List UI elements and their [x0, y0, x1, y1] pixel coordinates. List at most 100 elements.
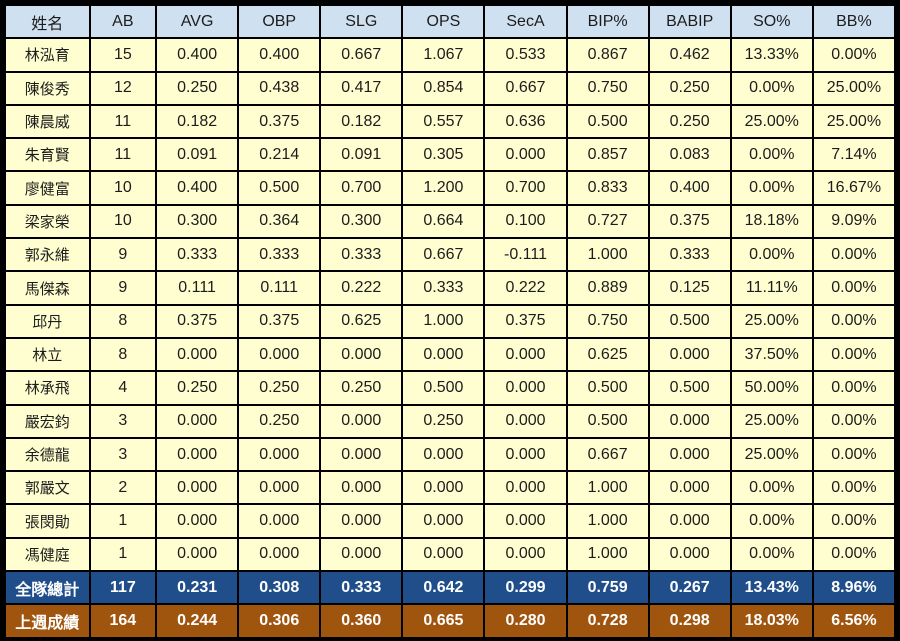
stat-cell: 1.200	[403, 172, 484, 204]
stat-cell: 0.214	[239, 139, 320, 171]
stat-cell: 0.333	[239, 239, 320, 271]
stat-cell: 0.000	[485, 139, 566, 171]
stat-cell: 0.00%	[813, 372, 894, 404]
stat-cell: 0.000	[649, 338, 730, 371]
column-header: OPS	[403, 6, 484, 38]
stat-cell: 0.000	[157, 472, 238, 504]
summary-stat-cell: 18.03%	[731, 605, 812, 637]
summary-label-cell: 上週成績	[6, 605, 89, 637]
stat-cell: 0.333	[403, 272, 484, 304]
stat-cell: 0.250	[157, 72, 238, 104]
stat-cell: 0.375	[649, 205, 730, 238]
stat-cell: 0.182	[157, 105, 238, 138]
player-name-cell: 馮健庭	[6, 538, 89, 571]
stat-cell: 1	[90, 505, 156, 537]
stat-cell: 0.000	[649, 505, 730, 537]
stat-cell: 1	[90, 538, 156, 571]
player-name-cell: 嚴宏鈞	[6, 405, 89, 437]
stat-cell: 3	[90, 438, 156, 471]
stat-cell: 0.125	[649, 272, 730, 304]
stat-cell: 0.000	[403, 338, 484, 371]
stat-cell: 1.000	[403, 305, 484, 337]
stat-cell: 0.305	[403, 139, 484, 171]
player-name-cell: 馬傑森	[6, 272, 89, 304]
summary-stat-cell: 0.759	[567, 572, 648, 604]
stat-cell: 0.300	[157, 205, 238, 238]
last-week-row: 上週成績 164 0.244 0.306 0.360 0.665 0.280 0.728 0.2…	[6, 605, 894, 637]
stat-cell: 0.000	[239, 538, 320, 571]
stat-cell: 9	[90, 239, 156, 271]
stat-cell: 0.00%	[813, 505, 894, 537]
stat-cell: 0.250	[239, 372, 320, 404]
stat-cell: 0.00%	[731, 505, 812, 537]
stat-cell: 0.000	[157, 505, 238, 537]
stat-cell: 0.000	[403, 505, 484, 537]
column-header: AVG	[157, 6, 238, 38]
stat-cell: 1.000	[567, 538, 648, 571]
stat-cell: 0.00%	[813, 438, 894, 471]
stat-cell: 0.667	[321, 39, 402, 71]
summary-stat-cell: 0.298	[649, 605, 730, 637]
stat-cell: 0.000	[157, 438, 238, 471]
column-header: SecA	[485, 6, 566, 38]
player-name-cell: 余德龍	[6, 438, 89, 471]
stat-cell: 0.667	[403, 239, 484, 271]
stat-cell: 8	[90, 305, 156, 337]
stat-cell: 0.000	[485, 372, 566, 404]
table-row: 郭永維 9 0.333 0.333 0.333 0.667 -0.111 1.000 0.333…	[6, 239, 894, 271]
stat-cell: 0.000	[403, 538, 484, 571]
stat-cell: 0.867	[567, 39, 648, 71]
player-name-cell: 廖健富	[6, 172, 89, 204]
stat-cell: 0.000	[321, 338, 402, 371]
stat-cell: 0.000	[649, 538, 730, 571]
stat-cell: 0.182	[321, 105, 402, 138]
stat-cell: 0.250	[321, 372, 402, 404]
stat-cell: 0.00%	[731, 139, 812, 171]
summary-stat-cell: 164	[90, 605, 156, 637]
stat-cell: 0.000	[239, 472, 320, 504]
table-row: 陳晨威 11 0.182 0.375 0.182 0.557 0.636 0.500 0.250…	[6, 105, 894, 138]
stat-cell: 0.000	[321, 505, 402, 537]
column-header: AB	[90, 6, 156, 38]
stat-cell: 0.00%	[813, 272, 894, 304]
player-name-cell: 朱育賢	[6, 139, 89, 171]
summary-stat-cell: 117	[90, 572, 156, 604]
table-row: 馬傑森 9 0.111 0.111 0.222 0.333 0.222 0.889 0.125 1…	[6, 272, 894, 304]
stat-cell: 0.00%	[813, 239, 894, 271]
stat-cell: 0.333	[157, 239, 238, 271]
stat-cell: 0.500	[239, 172, 320, 204]
summary-stat-cell: 8.96%	[813, 572, 894, 604]
stat-cell: 2	[90, 472, 156, 504]
stat-cell: 0.000	[649, 472, 730, 504]
stat-cell: 8	[90, 338, 156, 371]
stat-cell: 0.889	[567, 272, 648, 304]
stat-cell: 16.67%	[813, 172, 894, 204]
summary-stat-cell: 0.333	[321, 572, 402, 604]
stat-cell: 10	[90, 172, 156, 204]
stat-cell: 0.000	[649, 405, 730, 437]
table-row: 陳俊秀 12 0.250 0.438 0.417 0.854 0.667 0.750 0.250…	[6, 72, 894, 104]
stat-cell: 0.250	[157, 372, 238, 404]
column-header: BIP%	[567, 6, 648, 38]
stat-cell: 0.667	[567, 438, 648, 471]
stat-cell: 3	[90, 405, 156, 437]
summary-stat-cell: 0.299	[485, 572, 566, 604]
stat-cell: 0.222	[485, 272, 566, 304]
stat-cell: -0.111	[485, 239, 566, 271]
table-row: 馮健庭 1 0.000 0.000 0.000 0.000 0.000 1.000 0.000 0…	[6, 538, 894, 571]
stat-cell: 0.667	[485, 72, 566, 104]
stat-cell: 0.700	[321, 172, 402, 204]
stat-cell: 0.000	[485, 438, 566, 471]
stat-cell: 0.857	[567, 139, 648, 171]
summary-stat-cell: 0.728	[567, 605, 648, 637]
stat-cell: 0.625	[567, 338, 648, 371]
stat-cell: 12	[90, 72, 156, 104]
header-row: 姓名 AB AVG OBP SLG OPS SecA BIP% BABIP SO% BB%	[6, 6, 894, 38]
stat-cell: 13.33%	[731, 39, 812, 71]
stat-cell: 0.557	[403, 105, 484, 138]
stat-cell: 1.000	[567, 472, 648, 504]
stat-cell: 11	[90, 139, 156, 171]
stat-cell: 0.364	[239, 205, 320, 238]
column-header: BB%	[813, 6, 894, 38]
column-header: OBP	[239, 6, 320, 38]
